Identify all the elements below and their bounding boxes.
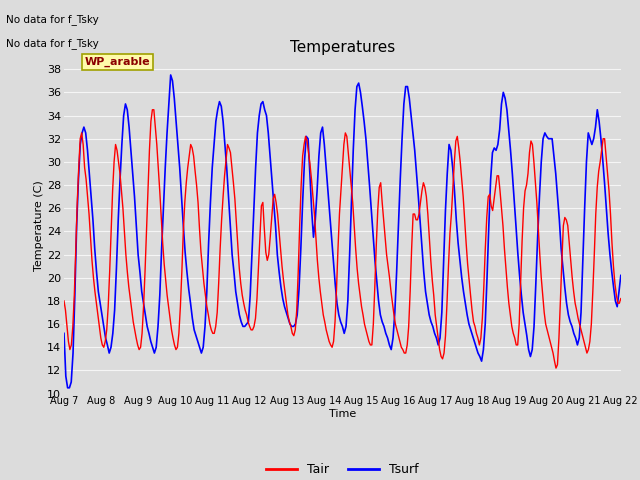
Text: No data for f_Tsky: No data for f_Tsky: [6, 14, 99, 25]
Y-axis label: Temperature (C): Temperature (C): [34, 180, 44, 271]
Text: No data for f_Tsky: No data for f_Tsky: [6, 38, 99, 49]
Legend: Tair, Tsurf: Tair, Tsurf: [261, 458, 424, 480]
Text: WP_arable: WP_arable: [84, 57, 150, 67]
Title: Temperatures: Temperatures: [290, 40, 395, 55]
X-axis label: Time: Time: [329, 409, 356, 419]
